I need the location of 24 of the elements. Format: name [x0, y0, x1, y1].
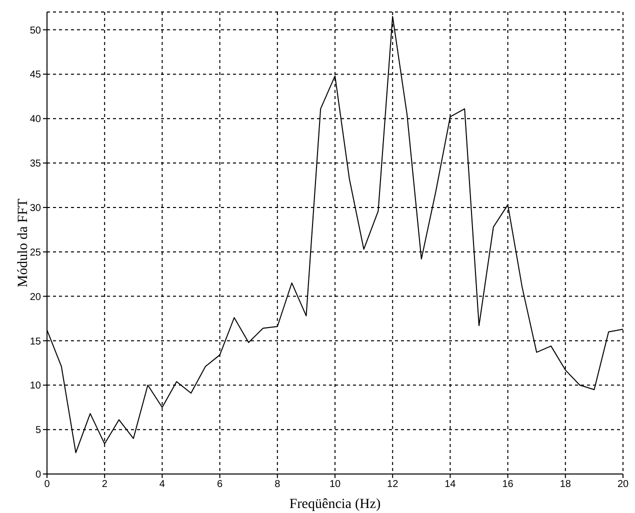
- x-tick-label: 16: [502, 479, 514, 490]
- x-tick-label: 12: [387, 479, 399, 490]
- y-tick-label: 40: [30, 114, 42, 126]
- y-tick-label: 50: [30, 25, 42, 36]
- x-tick-label: 2: [102, 479, 108, 490]
- y-tick-label: 45: [30, 70, 42, 81]
- x-tick-label: 0: [44, 479, 50, 490]
- y-tick-label: 30: [30, 203, 42, 214]
- x-tick-label: 10: [329, 479, 341, 490]
- y-tick-label: 15: [30, 336, 42, 348]
- x-tick-label: 6: [217, 479, 224, 490]
- x-tick-label: 18: [560, 479, 572, 490]
- y-tick-label: 25: [30, 247, 42, 258]
- x-tick-label: 20: [617, 479, 629, 490]
- y-tick-label: 5: [35, 425, 42, 436]
- y-tick-label: 20: [30, 292, 42, 303]
- x-tick-label: 4: [159, 479, 166, 490]
- y-tick-label: 10: [30, 380, 42, 392]
- y-tick-label: 0: [35, 470, 42, 481]
- x-tick-label: 14: [444, 479, 456, 490]
- y-axis-title: Módulo da FFT: [16, 198, 31, 288]
- y-tick-label: 35: [30, 158, 42, 170]
- x-axis-title: Freqüência (Hz): [289, 497, 382, 512]
- x-tick-label: 8: [274, 479, 281, 490]
